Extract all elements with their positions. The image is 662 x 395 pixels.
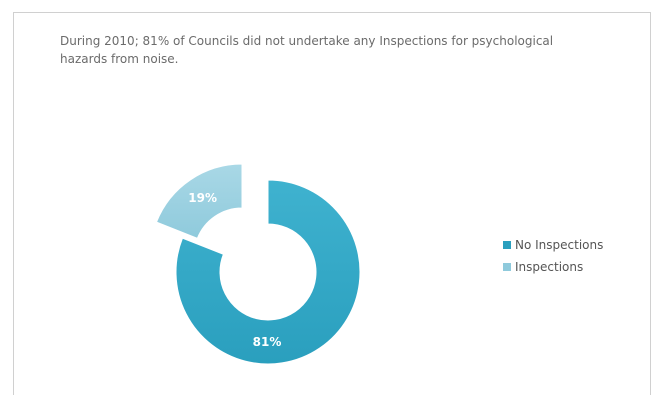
legend-item-no-inspections: No Inspections xyxy=(503,234,603,256)
chart-title: During 2010; 81% of Councils did not und… xyxy=(60,34,554,66)
legend-label-inspections: Inspections xyxy=(515,260,584,274)
legend-label-no-inspections: No Inspections xyxy=(515,238,604,252)
slice-inspections xyxy=(155,163,243,239)
legend: No Inspections Inspections xyxy=(503,234,603,278)
legend-item-inspections: Inspections xyxy=(503,256,603,278)
legend-swatch-inspections xyxy=(503,263,511,271)
data-label-inspections: 19% xyxy=(188,191,217,205)
slice-no-inspections xyxy=(175,179,361,365)
legend-swatch-no-inspections xyxy=(503,241,511,249)
data-label-no-inspections: 81% xyxy=(253,335,282,349)
